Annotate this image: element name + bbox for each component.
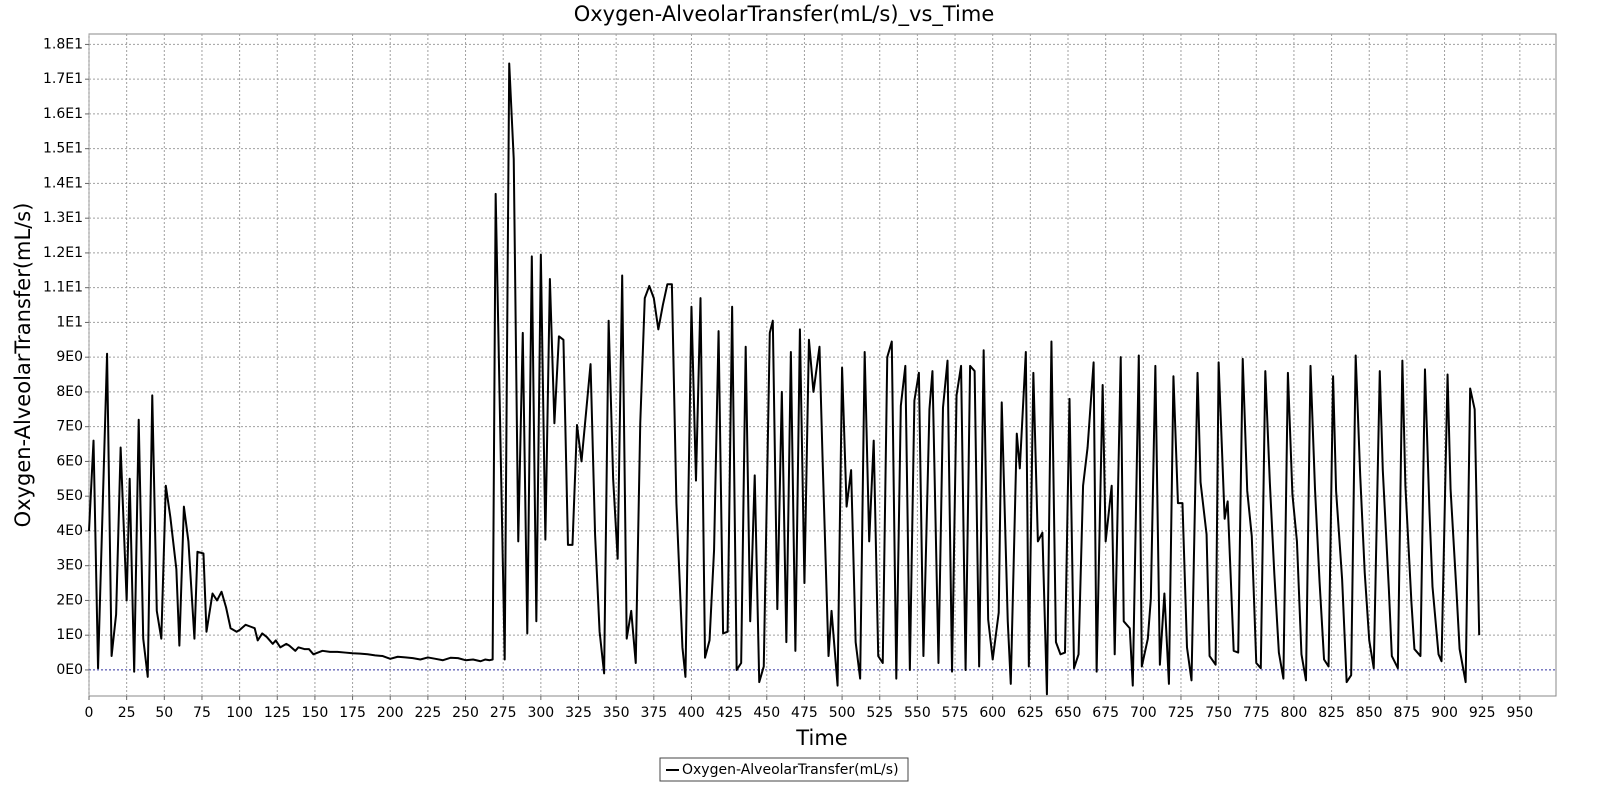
y-axis-label: Oxygen-AlveolarTransfer(mL/s) <box>11 203 35 528</box>
x-tick-label: 525 <box>866 705 893 721</box>
y-tick-label: 4E0 <box>56 523 83 539</box>
x-tick-label: 850 <box>1356 705 1383 721</box>
y-tick-label: 7E0 <box>56 419 83 435</box>
data-line <box>88 62 1481 696</box>
x-tick-label: 700 <box>1130 705 1157 721</box>
y-tick-label: 5E0 <box>56 488 83 504</box>
x-tick-label: 550 <box>904 705 931 721</box>
x-tick-label: 425 <box>716 705 743 721</box>
y-tick-label: 1E0 <box>56 627 83 643</box>
chart-title: Oxygen-AlveolarTransfer(mL/s)_vs_Time <box>574 2 995 27</box>
y-tick-label: 1.1E1 <box>43 280 83 296</box>
x-tick-label: 675 <box>1092 705 1119 721</box>
x-tick-label: 825 <box>1318 705 1345 721</box>
y-tick-label: 1.5E1 <box>43 141 83 157</box>
y-tick-label: 1.7E1 <box>43 71 83 87</box>
x-tick-label: 100 <box>226 705 253 721</box>
x-tick-label: 775 <box>1243 705 1270 721</box>
x-tick-label: 400 <box>678 705 705 721</box>
x-tick-label: 0 <box>85 705 94 721</box>
y-tick-label: 2E0 <box>56 592 83 608</box>
y-tick-label: 1.4E1 <box>43 175 83 191</box>
y-tick-label: 1E1 <box>56 314 83 330</box>
x-tick-label: 150 <box>302 705 329 721</box>
x-tick-label: 50 <box>155 705 173 721</box>
x-tick-label: 125 <box>264 705 291 721</box>
x-tick-label: 25 <box>118 705 136 721</box>
x-tick-label: 925 <box>1469 705 1496 721</box>
x-tick-label: 325 <box>565 705 592 721</box>
x-tick-label: 450 <box>753 705 780 721</box>
x-tick-label: 600 <box>979 705 1006 721</box>
y-tick-label: 1.8E1 <box>43 36 83 52</box>
x-tick-label: 725 <box>1168 705 1195 721</box>
x-tick-label: 275 <box>490 705 517 721</box>
x-tick-label: 225 <box>415 705 442 721</box>
y-tick-label: 1.2E1 <box>43 245 83 261</box>
y-tick-label: 3E0 <box>56 558 83 574</box>
y-tick-label: 9E0 <box>56 349 83 365</box>
x-tick-label: 750 <box>1205 705 1232 721</box>
x-tick-label: 175 <box>339 705 366 721</box>
x-tick-label: 75 <box>193 705 211 721</box>
x-tick-label: 375 <box>640 705 667 721</box>
x-tick-label: 200 <box>377 705 404 721</box>
plot-area <box>88 33 1557 697</box>
x-tick-label: 500 <box>829 705 856 721</box>
legend <box>659 757 909 782</box>
y-tick-label: 1.3E1 <box>43 210 83 226</box>
x-tick-label: 875 <box>1394 705 1421 721</box>
legend-label: Oxygen-AlveolarTransfer(mL/s) <box>682 762 899 778</box>
y-tick-label: 6E0 <box>56 453 83 469</box>
x-tick-label: 250 <box>452 705 479 721</box>
x-tick-label: 800 <box>1281 705 1308 721</box>
y-tick-label: 8E0 <box>56 384 83 400</box>
x-tick-label: 625 <box>1017 705 1044 721</box>
x-tick-label: 475 <box>791 705 818 721</box>
x-tick-label: 575 <box>942 705 969 721</box>
y-tick-label: 0E0 <box>56 662 83 678</box>
x-tick-label: 350 <box>603 705 630 721</box>
x-tick-label: 300 <box>527 705 554 721</box>
x-axis-label: Time <box>795 726 847 750</box>
y-tick-label: 1.6E1 <box>43 106 83 122</box>
x-tick-label: 650 <box>1055 705 1082 721</box>
x-tick-label: 900 <box>1431 705 1458 721</box>
x-tick-label: 950 <box>1506 705 1533 721</box>
